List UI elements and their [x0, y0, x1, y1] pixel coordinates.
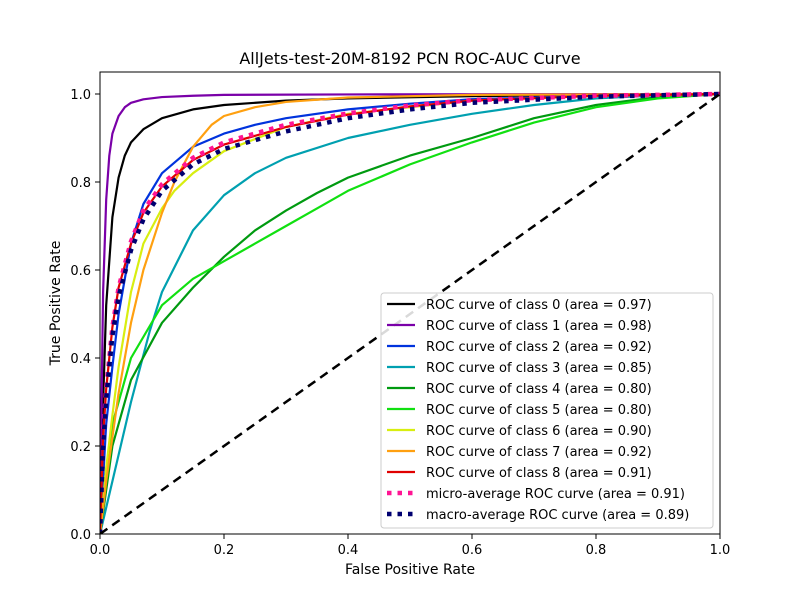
roc-series-1 [100, 92, 720, 534]
legend-label: ROC curve of class 8 (area = 0.91) [426, 466, 652, 481]
roc-series-4 [100, 92, 720, 534]
y-tick-label: 0.0 [70, 528, 91, 543]
roc-series-9 [100, 91, 720, 534]
y-tick-label: 0.2 [70, 440, 91, 455]
chart-title: AllJets-test-20M-8192 PCN ROC-AUC Curve [239, 49, 580, 68]
legend-label: ROC curve of class 3 (area = 0.85) [426, 361, 652, 376]
x-axis-label: False Positive Rate [345, 562, 475, 578]
legend-label: ROC curve of class 1 (area = 0.98) [426, 319, 652, 334]
legend-label: ROC curve of class 6 (area = 0.90) [426, 424, 652, 439]
legend-label: macro-average ROC curve (area = 0.89) [426, 508, 689, 523]
legend-label: ROC curve of class 2 (area = 0.92) [426, 340, 652, 355]
legend-label: ROC curve of class 7 (area = 0.92) [426, 445, 652, 460]
x-axis-ticks: 0.0 0.2 0.4 0.6 0.8 1.0 [90, 534, 731, 558]
plot-frame [99, 71, 721, 535]
y-tick-label: 0.4 [70, 352, 91, 367]
x-tick-label: 0.2 [214, 543, 235, 558]
x-tick-label: 0.4 [338, 543, 359, 558]
y-axis-ticks: 0.0 0.2 0.4 0.6 0.8 1.0 [70, 88, 100, 543]
roc-series-5 [100, 92, 720, 534]
x-tick-label: 1.0 [710, 543, 731, 558]
legend-label: ROC curve of class 5 (area = 0.80) [426, 403, 652, 418]
legend-label: ROC curve of class 0 (area = 0.97) [426, 298, 652, 313]
x-tick-label: 0.8 [586, 543, 607, 558]
roc-series-3 [100, 92, 720, 534]
legend-label: ROC curve of class 4 (area = 0.80) [426, 382, 652, 397]
y-tick-label: 0.6 [70, 264, 91, 279]
legend-box [380, 292, 714, 529]
legend-label: micro-average ROC curve (area = 0.91) [426, 487, 685, 502]
y-tick-label: 0.8 [70, 176, 91, 191]
legend: ROC curve of class 0 (area = 0.97) ROC cu… [380, 292, 714, 529]
roc-series-2 [100, 92, 720, 534]
x-tick-label: 0.0 [90, 543, 111, 558]
x-tick-label: 0.6 [462, 543, 483, 558]
y-tick-label: 1.0 [70, 88, 91, 103]
y-axis-label: True Positive Rate [48, 241, 64, 367]
